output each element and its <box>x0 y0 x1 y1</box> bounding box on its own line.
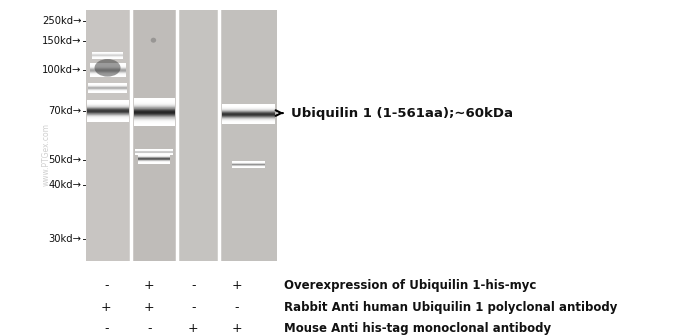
Text: Ubiquilin 1 (1-561aa);∼60kDa: Ubiquilin 1 (1-561aa);∼60kDa <box>291 107 513 120</box>
Text: +: + <box>232 323 242 335</box>
Bar <box>134 119 175 120</box>
Bar <box>134 106 175 107</box>
Text: www.PTGex.com: www.PTGex.com <box>41 123 51 186</box>
Bar <box>134 122 175 123</box>
Bar <box>134 103 175 104</box>
Bar <box>134 108 175 109</box>
Text: Rabbit Anti human Ubiquilin 1 polyclonal antibody: Rabbit Anti human Ubiquilin 1 polyclonal… <box>284 301 618 314</box>
Bar <box>134 105 175 106</box>
Bar <box>134 100 175 101</box>
Bar <box>134 111 175 112</box>
Text: +: + <box>144 279 155 292</box>
Text: -: - <box>191 301 195 314</box>
Text: Overexpression of Ubiquilin 1-his-myc: Overexpression of Ubiquilin 1-his-myc <box>284 279 536 292</box>
Ellipse shape <box>95 59 121 77</box>
Text: 40kd→: 40kd→ <box>49 180 82 190</box>
Bar <box>134 102 175 103</box>
Text: -: - <box>235 301 239 314</box>
Text: 250kd→: 250kd→ <box>42 16 82 26</box>
Bar <box>134 116 175 117</box>
Text: -: - <box>147 323 151 335</box>
Bar <box>86 10 130 261</box>
Bar <box>134 112 175 113</box>
Bar <box>134 120 175 121</box>
Bar <box>134 124 175 125</box>
Text: +: + <box>232 279 242 292</box>
Bar <box>134 121 175 122</box>
Text: 70kd→: 70kd→ <box>49 106 82 116</box>
Bar <box>178 10 218 261</box>
Bar <box>134 115 175 116</box>
Text: Mouse Anti his-tag monoclonal antibody: Mouse Anti his-tag monoclonal antibody <box>284 323 551 335</box>
Bar <box>134 123 175 124</box>
Bar <box>134 104 175 105</box>
Text: 100kd→: 100kd→ <box>42 65 82 75</box>
Ellipse shape <box>151 38 156 43</box>
Bar <box>134 98 175 99</box>
Text: +: + <box>188 323 199 335</box>
Bar <box>134 107 175 108</box>
Bar <box>134 125 175 126</box>
Bar <box>219 10 277 261</box>
Text: 150kd→: 150kd→ <box>42 37 82 47</box>
Bar <box>134 109 175 110</box>
Text: +: + <box>101 301 112 314</box>
Bar <box>132 10 177 261</box>
Bar <box>134 110 175 111</box>
Bar <box>134 99 175 100</box>
Text: -: - <box>191 279 195 292</box>
Text: 50kd→: 50kd→ <box>49 154 82 164</box>
Bar <box>134 118 175 119</box>
Text: +: + <box>144 301 155 314</box>
Text: 30kd→: 30kd→ <box>49 234 82 244</box>
Bar <box>134 114 175 115</box>
Text: -: - <box>104 279 108 292</box>
Bar <box>134 117 175 118</box>
Bar <box>134 113 175 114</box>
Bar <box>134 101 175 102</box>
Text: -: - <box>104 323 108 335</box>
